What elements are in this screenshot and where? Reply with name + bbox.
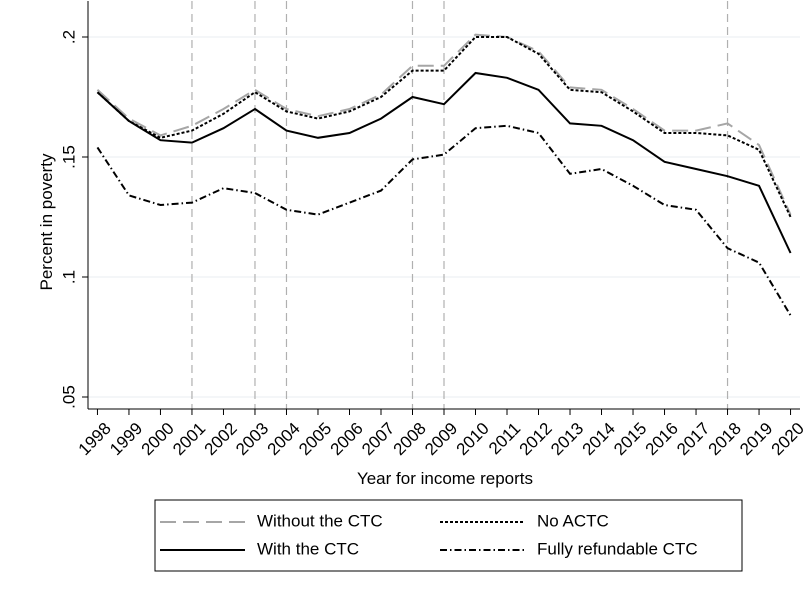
series-line (96, 71, 792, 254)
legend-box (154, 499, 743, 572)
x-tick-label: 2005 (295, 419, 335, 459)
x-tick-label: 2003 (232, 419, 272, 459)
x-tick-label: 2019 (736, 419, 776, 459)
legend-label: No ACTC (537, 511, 609, 530)
y-tick-label: .2 (59, 30, 78, 44)
x-tick-label: 2008 (390, 419, 430, 459)
y-tick-label: .05 (59, 385, 78, 409)
y-tick-label: .1 (59, 270, 78, 284)
x-tick-label: 2004 (264, 419, 304, 459)
x-tick-label: 2011 (485, 419, 524, 458)
legend-label: Without the CTC (257, 511, 383, 530)
legend-label: With the CTC (257, 539, 359, 558)
y-tick-label: .15 (59, 145, 78, 169)
x-tick-label: 2012 (516, 419, 556, 459)
x-tick-label: 2002 (201, 419, 241, 459)
x-axis-label: Year for income reports (357, 469, 533, 488)
x-tick-label: 2014 (579, 419, 619, 459)
x-tick-label: 2018 (705, 419, 745, 459)
x-tick-label: 2015 (610, 419, 650, 459)
x-tick-label: 1999 (106, 419, 146, 459)
series-line (96, 124, 792, 316)
x-tick-label: 2001 (169, 419, 209, 459)
x-tick-label: 2007 (358, 419, 398, 459)
y-axis-label: Percent in poverty (37, 153, 56, 291)
series-line (96, 36, 792, 218)
x-tick-label: 2016 (642, 419, 682, 459)
x-tick-label: 2009 (421, 419, 461, 459)
series-line (96, 33, 792, 216)
x-tick-label: 2006 (327, 419, 367, 459)
x-tick-label: 2000 (138, 419, 178, 459)
x-tick-label: 2013 (547, 419, 587, 459)
x-tick-label: 2020 (768, 419, 808, 459)
x-tick-label: 2017 (673, 419, 713, 459)
x-tick-label: 1998 (75, 419, 115, 459)
x-tick-label: 2010 (453, 419, 493, 459)
legend-label: Fully refundable CTC (537, 539, 698, 558)
